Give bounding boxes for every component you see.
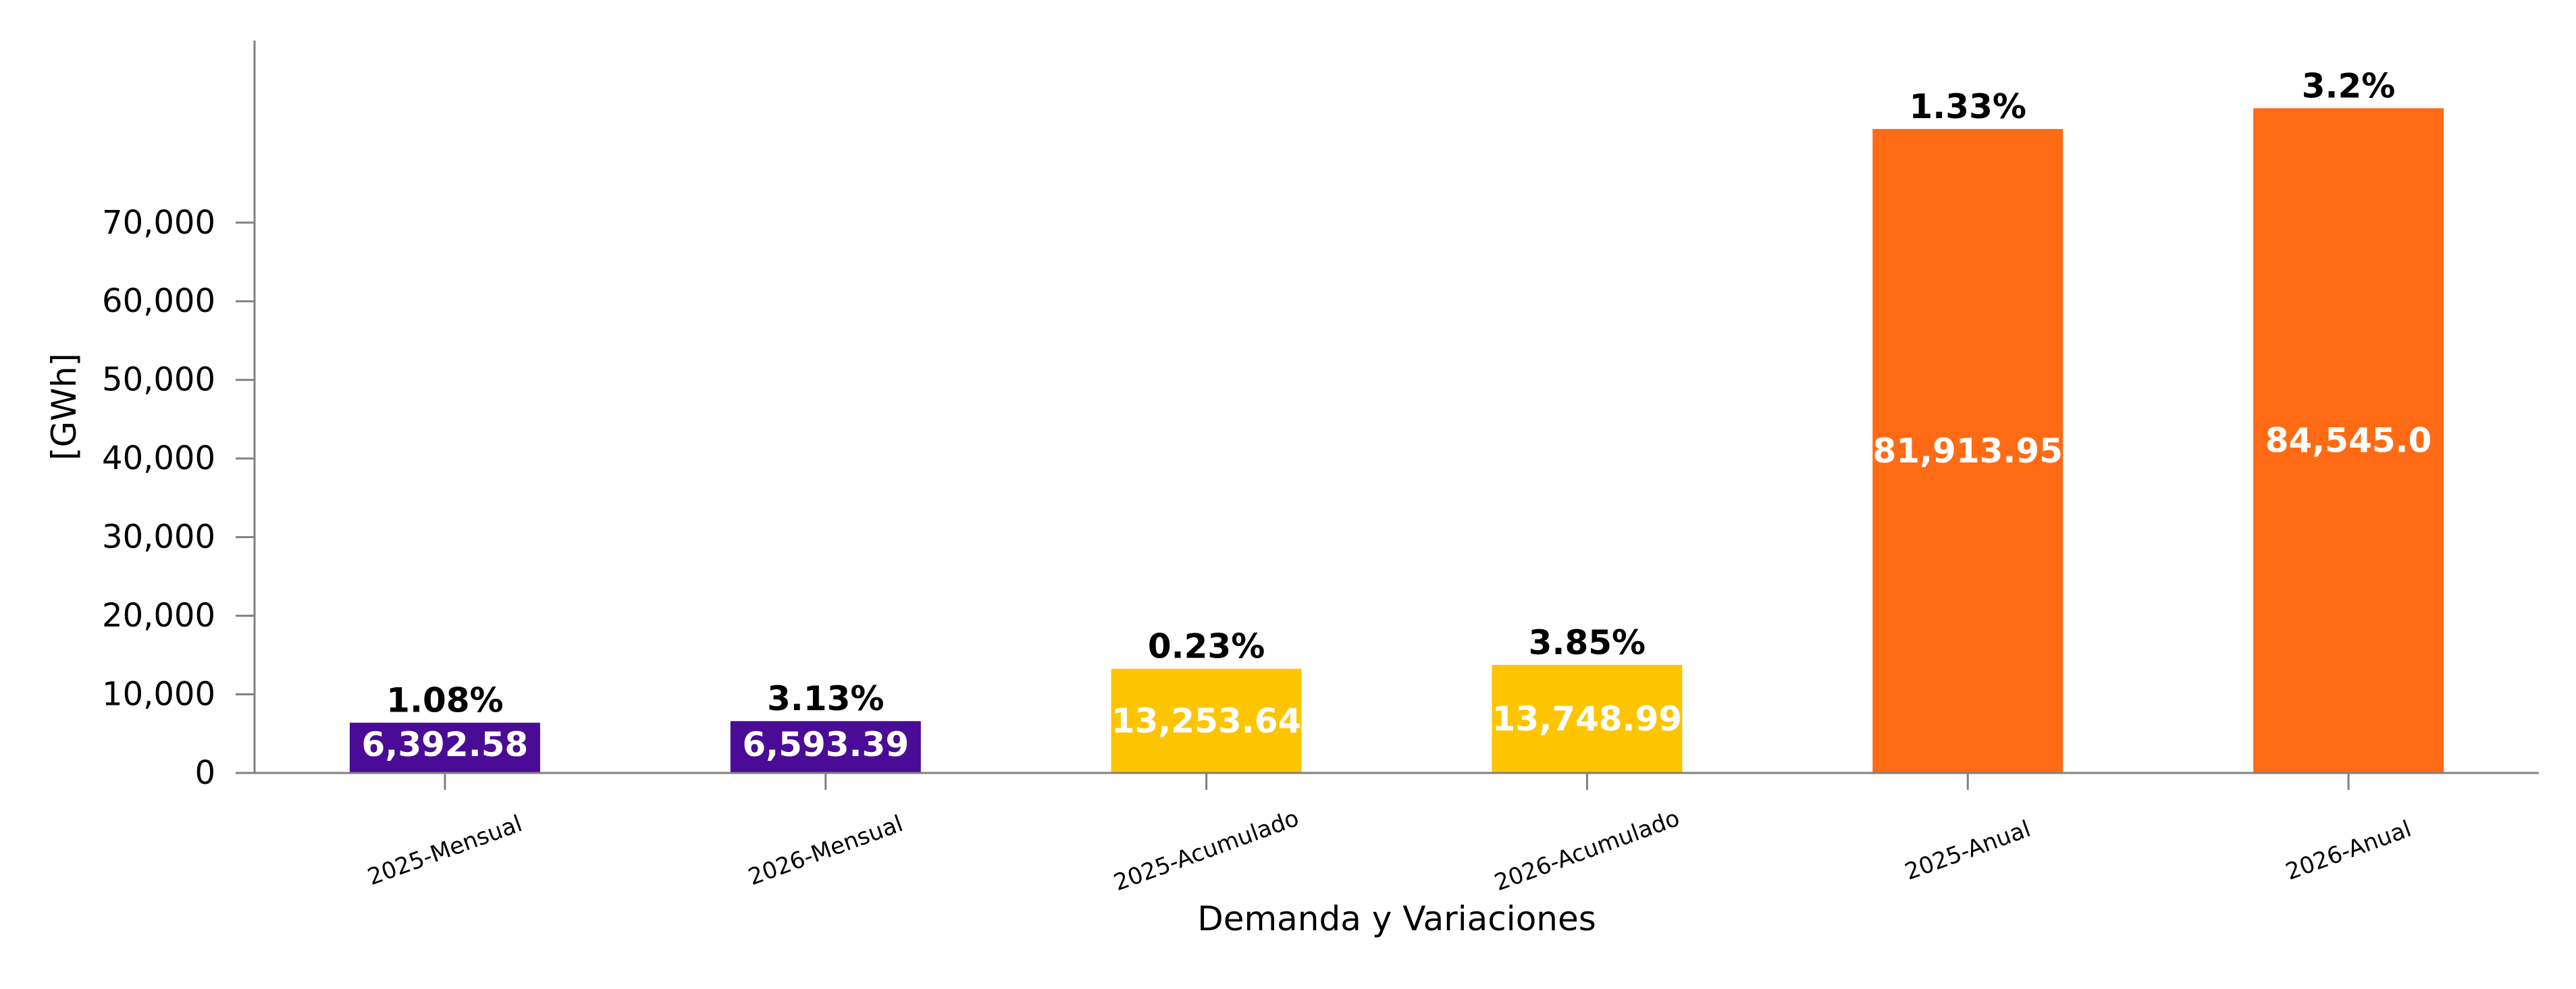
y-tick-label: 0 <box>194 754 215 792</box>
y-tick-label: 20,000 <box>102 597 215 635</box>
variation-label: 3.13% <box>767 679 884 718</box>
bar <box>1872 129 2064 773</box>
y-tick-label: 40,000 <box>102 439 215 477</box>
axes-layer <box>253 41 2539 774</box>
value-label: 84,545.0 <box>2265 421 2432 460</box>
y-tick-label: 70,000 <box>102 204 215 242</box>
variation-label: 3.85% <box>1529 623 1646 662</box>
y-tick-label: 10,000 <box>102 676 215 714</box>
bar <box>349 722 540 773</box>
bars-layer <box>349 108 2444 774</box>
x-tick-label: 2025-Mensual <box>364 810 525 891</box>
value-label: 13,253.64 <box>1111 701 1302 741</box>
variation-label: 0.23% <box>1148 627 1265 666</box>
x-tick-label: 2026-Anual <box>2282 816 2415 886</box>
value-label: 81,913.95 <box>1872 431 2063 471</box>
y-tick-label: 50,000 <box>102 361 215 399</box>
data-labels: 1.08% 6,392.58 3.13% 6,593.39 0.23% 13,253.64… <box>362 66 2432 764</box>
x-tick-label: 2025-Acumulado <box>1110 805 1303 897</box>
y-tick-label: 30,000 <box>102 518 215 556</box>
bar <box>2253 108 2444 774</box>
y-axis-label: [GWh] <box>45 353 84 460</box>
value-label: 13,748.99 <box>1492 699 1683 739</box>
x-ticks: 2025-Mensual 2026-Mensual 2025-Acumulado 20… <box>364 773 2415 897</box>
value-label: 6,392.58 <box>362 725 529 764</box>
x-axis-label: Demanda y Variaciones <box>1197 899 1596 938</box>
variation-label: 3.2% <box>2302 66 2396 105</box>
value-label: 6,593.39 <box>742 725 909 764</box>
bar <box>1492 664 1683 773</box>
x-tick-label: 2026-Mensual <box>745 810 906 891</box>
y-ticks: 0 10,000 20,000 30,000 40,000 50,000 60,000 70,… <box>102 204 255 792</box>
y-tick-label: 60,000 <box>102 282 215 320</box>
bar <box>1111 668 1302 773</box>
x-tick-label: 2025-Anual <box>1901 816 2034 886</box>
bar <box>730 721 921 773</box>
variation-label: 1.33% <box>1910 87 2026 126</box>
variation-label: 1.08% <box>386 681 503 720</box>
x-tick-label: 2026-Acumulado <box>1491 805 1683 897</box>
